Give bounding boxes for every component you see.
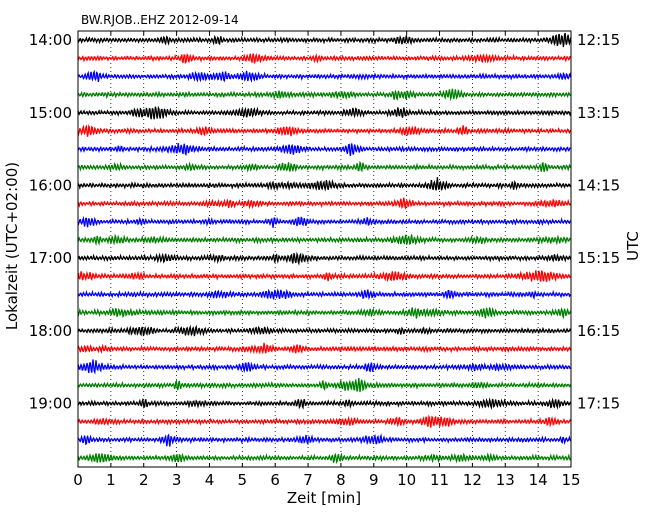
trace-row xyxy=(77,69,572,83)
trace-row xyxy=(77,177,572,192)
x-tick-label: 3 xyxy=(172,471,182,489)
trace-row xyxy=(77,215,572,228)
trace-row xyxy=(77,197,572,210)
x-tick-label: 10 xyxy=(397,471,416,489)
x-tick-label: 11 xyxy=(430,471,449,489)
x-tick-label: 1 xyxy=(106,471,116,489)
trace-row xyxy=(77,270,571,283)
trace-row xyxy=(77,143,571,156)
y-axis-label-right: UTC xyxy=(624,231,642,261)
trace-row xyxy=(77,160,572,173)
x-tick-label: 4 xyxy=(205,471,215,489)
trace-row xyxy=(77,342,572,355)
right-time-label: 15:15 xyxy=(577,249,620,267)
x-tick-label: 13 xyxy=(496,471,515,489)
left-time-label: 19:00 xyxy=(29,394,72,412)
trace-row xyxy=(77,32,572,48)
trace-row xyxy=(77,397,572,410)
x-tick-label: 2 xyxy=(139,471,149,489)
trace-row xyxy=(77,452,572,465)
trace-row xyxy=(77,433,572,447)
chart-title: BW.RJOB..EHZ 2012-09-14 xyxy=(81,13,239,27)
trace-row xyxy=(77,105,572,120)
right-time-label: 16:15 xyxy=(577,322,620,340)
right-time-label: 17:15 xyxy=(577,394,620,412)
x-tick-label: 12 xyxy=(463,471,482,489)
x-tick-label: 5 xyxy=(238,471,248,489)
trace-row xyxy=(77,324,572,337)
x-tick-label: 8 xyxy=(336,471,346,489)
trace-row xyxy=(77,52,571,65)
right-time-label: 12:15 xyxy=(577,31,620,49)
x-tick-label: 15 xyxy=(561,471,580,489)
left-time-label: 18:00 xyxy=(29,322,72,340)
left-time-label: 15:00 xyxy=(29,104,72,122)
trace-row xyxy=(77,414,572,428)
x-tick-label: 9 xyxy=(369,471,379,489)
trace-row xyxy=(77,359,571,375)
x-tick-label: 0 xyxy=(73,471,83,489)
x-tick-label: 6 xyxy=(270,471,280,489)
trace-row xyxy=(77,88,572,102)
trace-row xyxy=(77,378,572,393)
y-axis-label-left: Lokalzeit (UTC+02:00) xyxy=(3,162,21,330)
trace-row xyxy=(77,306,572,320)
x-tick-label: 7 xyxy=(303,471,313,489)
trace-row xyxy=(77,288,572,301)
left-time-label: 17:00 xyxy=(29,249,72,267)
plot-layer xyxy=(77,31,572,467)
trace-row xyxy=(77,251,572,266)
right-time-label: 13:15 xyxy=(577,104,620,122)
right-time-label: 14:15 xyxy=(577,176,620,194)
trace-row xyxy=(77,123,572,137)
x-axis-label: Zeit [min] xyxy=(287,489,361,507)
left-time-label: 16:00 xyxy=(29,176,72,194)
trace-row xyxy=(77,233,572,247)
left-time-label: 14:00 xyxy=(29,31,72,49)
x-tick-label: 14 xyxy=(529,471,548,489)
plot-frame xyxy=(77,30,572,468)
